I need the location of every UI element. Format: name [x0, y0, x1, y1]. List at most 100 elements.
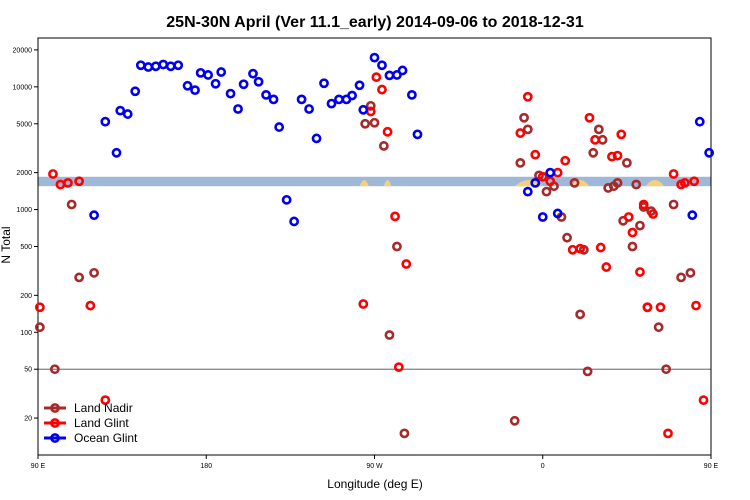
- land-glint-point: [584, 112, 595, 123]
- ocean-glint-point: [261, 89, 271, 100]
- land-glint-point: [365, 106, 376, 117]
- land-nadir-point: [509, 415, 520, 426]
- ocean-glint-point: [253, 76, 264, 87]
- land-glint-point: [515, 128, 526, 138]
- land-nadir-point: [541, 186, 552, 197]
- ocean-glint-point: [233, 104, 243, 114]
- land-glint-point: [691, 300, 701, 311]
- land-nadir-point: [360, 118, 371, 129]
- land-glint-point: [607, 151, 617, 162]
- ocean-glint-series: [89, 52, 715, 227]
- land-nadir-point: [399, 428, 410, 439]
- legend-marker-ocean-glint: [50, 433, 60, 443]
- land-glint-point: [627, 227, 638, 238]
- land-band-segment: [359, 179, 369, 187]
- ocean-glint-point: [281, 194, 292, 205]
- land-nadir-point: [74, 272, 85, 283]
- legend-label-land-nadir: Land Nadir: [74, 401, 133, 415]
- x-tick-label: 90 E: [31, 463, 46, 470]
- land-glint-point: [648, 209, 658, 219]
- ocean-glint-point: [412, 129, 423, 140]
- land-band-segment: [570, 179, 590, 187]
- y-tick-label: 200: [20, 293, 32, 300]
- land-nadir-point: [627, 241, 638, 252]
- land-glint-point: [595, 242, 606, 253]
- ocean-glint-point: [111, 147, 122, 158]
- data-points: [34, 52, 715, 439]
- land-glint-point: [393, 362, 404, 373]
- land-nadir-point: [519, 112, 529, 123]
- ocean-band: [38, 176, 711, 187]
- land-nadir-point: [575, 309, 586, 320]
- ocean-glint-point: [406, 89, 417, 100]
- y-tick-label: 20: [24, 416, 32, 423]
- legend-label-ocean-glint: Ocean Glint: [74, 431, 138, 445]
- land-glint-point: [575, 243, 586, 254]
- land-glint-point: [358, 299, 369, 309]
- x-axis-label: Longitude (deg E): [327, 477, 422, 491]
- ocean-glint-point: [537, 212, 548, 222]
- land-glint-point: [616, 129, 627, 140]
- ocean-glint-point: [347, 90, 357, 101]
- x-tick-label: 90 W: [366, 463, 383, 470]
- land-glint-point: [100, 395, 111, 406]
- ocean-glint-point: [397, 65, 408, 76]
- ocean-glint-point: [377, 60, 387, 71]
- land-glint-point: [635, 267, 645, 277]
- ocean-glint-point: [304, 104, 314, 114]
- land-nadir-point: [685, 267, 696, 278]
- land-glint-point: [655, 302, 666, 313]
- y-tick-label: 500: [20, 244, 32, 251]
- ocean-glint-point: [225, 88, 236, 99]
- y-tick-label: 10000: [13, 84, 33, 91]
- ocean-glint-point: [130, 86, 141, 97]
- ocean-glint-point: [289, 216, 300, 227]
- ocean-glint-point: [115, 105, 126, 116]
- land-band-segment: [514, 179, 543, 187]
- ocean-glint-point: [173, 60, 184, 71]
- land-nadir-point: [384, 330, 395, 340]
- ocean-glint-point: [122, 109, 133, 119]
- ocean-glint-point: [296, 94, 307, 105]
- land-glint-point: [689, 176, 700, 187]
- land-band-segment: [645, 179, 665, 187]
- ocean-glint-point: [358, 104, 369, 115]
- ocean-glint-point: [326, 98, 337, 109]
- land-glint-point: [612, 150, 623, 161]
- land-nadir-point: [676, 272, 686, 283]
- ocean-glint-point: [384, 70, 395, 81]
- land-nadir-point: [621, 157, 632, 168]
- land-glint-point: [679, 177, 690, 188]
- ocean-glint-point: [150, 61, 161, 72]
- x-tick-label: 0: [541, 463, 545, 470]
- y-tick-label: 1000: [16, 207, 32, 214]
- y-tick-label: 100: [20, 330, 32, 337]
- land-glint-point: [537, 171, 548, 182]
- x-tick-label: 180: [200, 463, 212, 470]
- land-glint-point: [371, 72, 382, 83]
- ocean-glint-point: [165, 61, 176, 72]
- land-nadir-point: [515, 157, 526, 168]
- ocean-glint-point: [354, 80, 365, 91]
- land-glint-point: [34, 302, 45, 313]
- plot-frame: [37, 37, 712, 456]
- land-nadir-point: [588, 147, 599, 158]
- land-glint-point: [63, 177, 73, 188]
- chart-title: 25N-30N April (Ver 11.1_early) 2014-09-0…: [166, 14, 584, 31]
- land-glint-point: [545, 176, 556, 187]
- ocean-glint-point: [210, 78, 221, 89]
- legend-marker-land-glint: [50, 418, 60, 428]
- legend-marker-land-nadir: [50, 403, 60, 413]
- ocean-glint-point: [522, 186, 533, 197]
- data-band: [38, 176, 711, 187]
- ocean-glint-point: [238, 79, 249, 90]
- land-glint-point: [663, 428, 673, 439]
- land-nadir-point: [378, 141, 389, 151]
- ocean-glint-point: [100, 116, 111, 127]
- ocean-glint-point: [89, 210, 99, 221]
- ocean-glint-point: [530, 177, 541, 188]
- ocean-glint-point: [392, 70, 402, 80]
- land-glint-point: [642, 302, 653, 313]
- land-nadir-point: [612, 177, 623, 188]
